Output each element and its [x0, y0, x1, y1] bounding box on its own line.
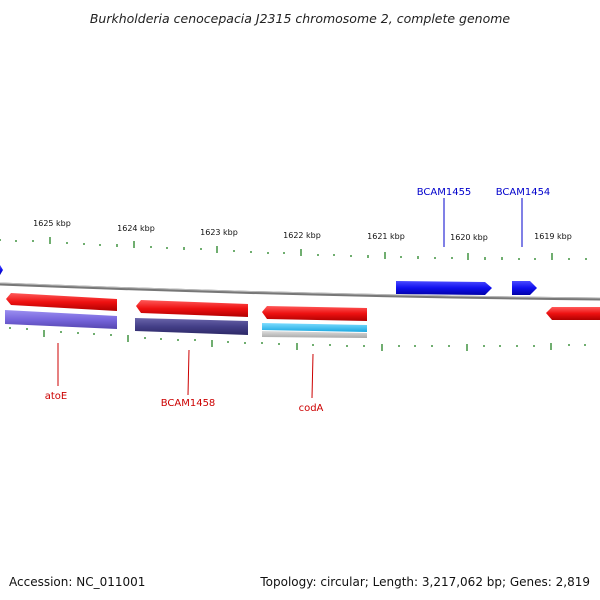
strip-navy	[135, 318, 248, 335]
leader-line-bcam1458	[187, 349, 190, 396]
upper-gene-labels: BCAM1455 BCAM1454	[417, 187, 551, 247]
scale-label-1619: 1619 kbp	[534, 232, 572, 241]
map-title: Burkholderia cenocepacia J2315 chromosom…	[90, 11, 511, 26]
leader-line-codA	[311, 353, 314, 399]
feature-left-edge[interactable]	[0, 265, 3, 275]
gene-label-codA[interactable]: codA	[299, 403, 324, 414]
inner-tick-ring	[9, 327, 586, 351]
topology-text: Topology: circular; Length: 3,217,062 bp…	[259, 575, 590, 589]
scale-label-1623: 1623 kbp	[200, 228, 238, 237]
strip-cyan	[262, 323, 367, 332]
feature-right-edge[interactable]	[546, 307, 600, 320]
reverse-strand-features	[6, 293, 600, 321]
category-strips	[5, 310, 367, 338]
accession-text: Accession: NC_011001	[9, 575, 145, 589]
gene-label-atoE[interactable]: atoE	[45, 391, 68, 402]
gene-label-bcam1455[interactable]: BCAM1455	[417, 187, 472, 198]
scale-label-1621: 1621 kbp	[367, 232, 405, 241]
lower-gene-labels: atoE BCAM1458 codA	[45, 343, 324, 414]
strip-gray	[262, 331, 367, 338]
feature-bcam1454[interactable]	[512, 281, 537, 295]
scale-label-1624: 1624 kbp	[117, 224, 155, 233]
gene-label-bcam1454[interactable]: BCAM1454	[496, 187, 551, 198]
feature-codA[interactable]	[262, 306, 367, 321]
feature-bcam1458[interactable]	[136, 300, 248, 317]
gene-label-bcam1458[interactable]: BCAM1458	[161, 398, 216, 409]
forward-strand-features	[0, 265, 537, 295]
scale-labels: 1625 kbp 1624 kbp 1623 kbp 1622 kbp 1621…	[33, 219, 572, 242]
scale-label-1620: 1620 kbp	[450, 233, 488, 242]
strip-purple	[5, 310, 117, 329]
feature-atoE[interactable]	[6, 293, 117, 311]
scale-label-1622: 1622 kbp	[283, 231, 321, 240]
scale-label-1625: 1625 kbp	[33, 219, 71, 228]
feature-bcam1455[interactable]	[396, 281, 492, 295]
genome-backbone	[0, 282, 600, 301]
outer-tick-ring	[0, 237, 587, 260]
